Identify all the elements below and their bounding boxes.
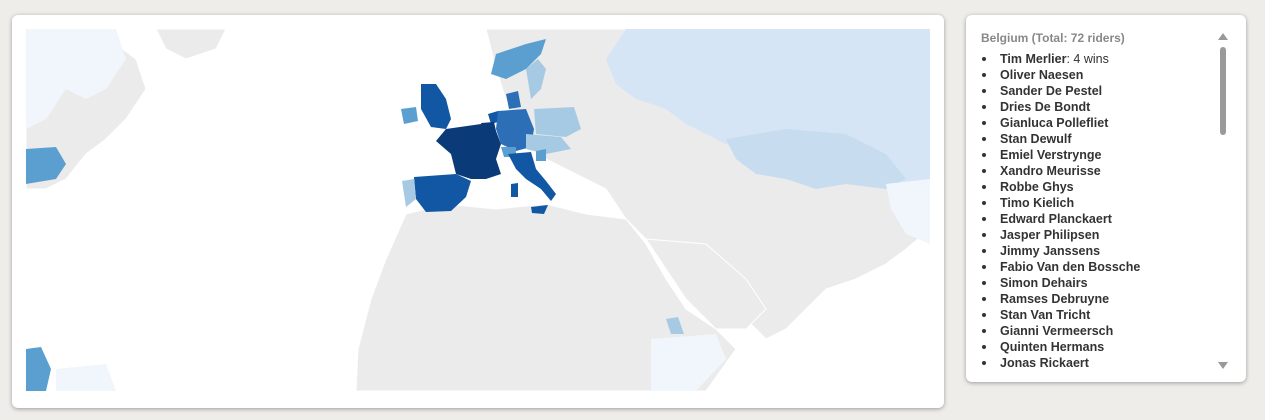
list-item: Xandro Meurisse xyxy=(982,163,1140,179)
rider-name: Oliver Naesen xyxy=(1000,68,1084,82)
list-item: Jasper Philipsen xyxy=(982,227,1140,243)
list-item: Simon Dehairs xyxy=(982,275,1140,291)
list-item: Dries De Bondt xyxy=(982,99,1140,115)
list-item: Tim Merlier: 4 wins xyxy=(982,51,1140,67)
land-greenland xyxy=(155,29,227,60)
list-item: Gianni Vermeersch xyxy=(982,323,1140,339)
list-item: Jonas Rickaert xyxy=(982,355,1140,371)
list-item: Edward Planckaert xyxy=(982,211,1140,227)
list-item: Robbe Ghys xyxy=(982,179,1140,195)
rider-name: Gianni Vermeersch xyxy=(1000,324,1114,338)
land-arabia xyxy=(645,238,767,330)
country-denmark xyxy=(506,91,521,109)
country-venezuela xyxy=(56,364,116,391)
list-item: Stan Dewulf xyxy=(982,131,1140,147)
country-canada-east xyxy=(26,29,126,129)
country-usa-east xyxy=(26,147,66,184)
rider-name: Jonas Rickaert xyxy=(1000,356,1089,370)
country-ethiopia xyxy=(651,334,726,391)
choropleth-map[interactable] xyxy=(26,29,930,391)
list-item: Oliver Naesen xyxy=(982,67,1140,83)
list-item: Sander De Pestel xyxy=(982,83,1140,99)
country-slovenia xyxy=(536,149,546,161)
list-item: Quinten Hermans xyxy=(982,339,1140,355)
rider-name: Jimmy Janssens xyxy=(1000,244,1101,258)
country-norway xyxy=(491,39,546,79)
country-caribbean xyxy=(26,347,51,391)
scrollbar[interactable] xyxy=(1218,33,1228,369)
rider-name: Ramses Debruyne xyxy=(1000,292,1110,306)
country-mongolia-region xyxy=(886,179,930,244)
rider-name: Emiel Verstrynge xyxy=(1000,148,1102,162)
rider-name: Robbe Ghys xyxy=(1000,180,1074,194)
country-sicily xyxy=(531,205,548,214)
scroll-up-icon[interactable] xyxy=(1218,33,1228,40)
country-poland xyxy=(534,107,581,137)
country-eritrea xyxy=(666,317,684,334)
rider-name: Stan Dewulf xyxy=(1000,132,1072,146)
land-africa xyxy=(355,203,737,391)
scroll-down-icon[interactable] xyxy=(1218,362,1228,369)
rider-name: Tim Merlier xyxy=(1000,52,1067,66)
list-item: Gianluca Pollefliet xyxy=(982,115,1140,131)
map-card xyxy=(12,15,944,408)
rider-name: Fabio Van den Bossche xyxy=(1000,260,1141,274)
country-kazakhstan xyxy=(726,129,906,189)
country-italy xyxy=(508,152,556,201)
country-ireland xyxy=(401,107,418,124)
rider-name: Gianluca Pollefliet xyxy=(1000,116,1109,130)
country-spain xyxy=(414,174,471,212)
country-sweden xyxy=(526,59,546,99)
country-portugal xyxy=(402,179,416,207)
country-france xyxy=(436,124,501,179)
rider-name: Jasper Philipsen xyxy=(1000,228,1100,242)
riders-panel[interactable]: Belgium (Total: 72 riders) Tim Merlier: … xyxy=(966,15,1246,382)
panel-title: Belgium (Total: 72 riders) xyxy=(981,31,1125,45)
country-czechia-austria xyxy=(526,134,571,154)
rider-name: Quinten Hermans xyxy=(1000,340,1105,354)
rider-name: Dries De Bondt xyxy=(1000,100,1091,114)
rider-wins: : 4 wins xyxy=(1066,52,1109,66)
list-item: Jimmy Janssens xyxy=(982,243,1140,259)
rider-list: Tim Merlier: 4 wins Oliver Naesen Sander… xyxy=(982,51,1140,371)
scroll-thumb[interactable] xyxy=(1220,47,1226,135)
list-item: Stan Van Tricht xyxy=(982,307,1140,323)
country-sardinia xyxy=(511,183,518,197)
rider-name: Stan Van Tricht xyxy=(1000,308,1091,322)
rider-name: Sander De Pestel xyxy=(1000,84,1103,98)
rider-name: Edward Planckaert xyxy=(1000,212,1112,226)
rider-name: Timo Kielich xyxy=(1000,196,1075,210)
list-item: Timo Kielich xyxy=(982,195,1140,211)
list-item: Ramses Debruyne xyxy=(982,291,1140,307)
rider-name: Xandro Meurisse xyxy=(1000,164,1101,178)
list-item: Emiel Verstrynge xyxy=(982,147,1140,163)
country-germany xyxy=(496,109,534,151)
rider-name: Simon Dehairs xyxy=(1000,276,1088,290)
list-item: Fabio Van den Bossche xyxy=(982,259,1140,275)
country-uk xyxy=(421,84,451,129)
